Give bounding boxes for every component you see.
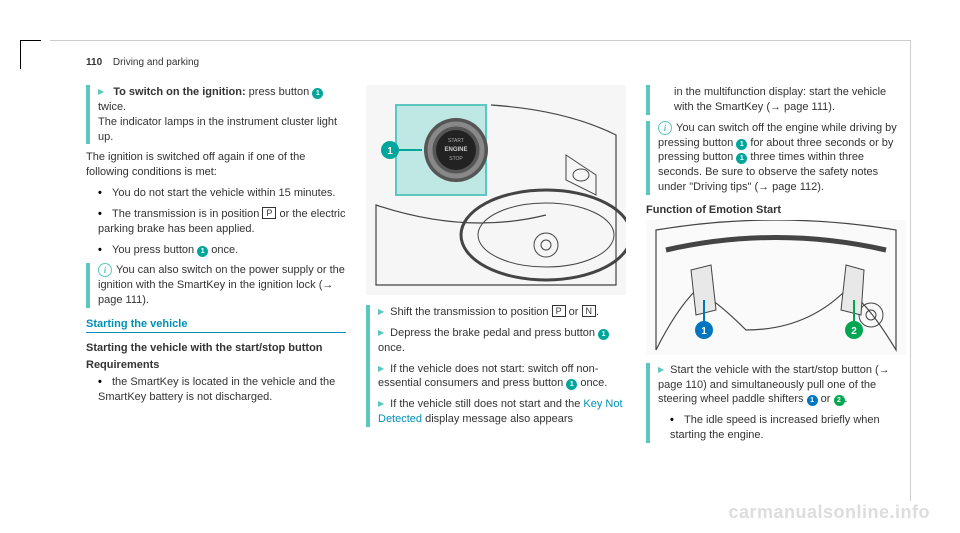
button-1-icon: 1	[566, 379, 577, 390]
gear-p-icon: P	[262, 207, 276, 219]
list-item: the SmartKey is located in the vehicle a…	[98, 375, 346, 405]
button-1-icon: 1	[312, 88, 323, 99]
page-container: 110 Driving and parking To switch on the…	[50, 40, 911, 501]
column-1: To switch on the ignition: press button …	[86, 85, 346, 495]
requirements-label: Requirements	[86, 358, 346, 373]
continuation-block: in the multifunction display: start the …	[646, 85, 906, 115]
sub-bullet-list: The idle speed is increased briefly when…	[658, 413, 906, 443]
ignition-on-block: To switch on the ignition: press button …	[86, 85, 346, 144]
emotion-start-steps: Start the vehicle with the start/stop bu…	[646, 363, 906, 443]
column-3: in the multifunction display: start the …	[646, 85, 906, 495]
ignition-off-intro: The ignition is switched off again if on…	[86, 150, 346, 180]
ignition-on-bold: To switch on the ignition:	[113, 86, 245, 98]
ignition-on-step: To switch on the ignition: press button …	[98, 85, 346, 144]
svg-text:ENGINE: ENGINE	[444, 147, 467, 153]
step: If the vehicle still does not start and …	[378, 397, 626, 427]
continuation-text: in the multifunction display: start the …	[658, 85, 906, 115]
engine-start-text: START	[448, 138, 464, 144]
info-text: iYou can switch off the engine while dri…	[658, 121, 906, 195]
page-header: 110 Driving and parking	[86, 57, 199, 68]
info-icon: i	[98, 263, 112, 277]
watermark: carmanualsonline.info	[728, 502, 930, 523]
paddle-2-icon: 2	[834, 395, 845, 406]
info-icon: i	[658, 121, 672, 135]
section-title: Starting the vehicle	[86, 318, 346, 333]
step: Shift the transmission to position P or …	[378, 305, 626, 320]
button-1-icon: 1	[197, 246, 208, 257]
step: Start the vehicle with the start/stop bu…	[658, 363, 906, 408]
ignition-on-rest: press button	[246, 86, 313, 98]
page-section: Driving and parking	[113, 57, 199, 68]
button-1-icon: 1	[598, 329, 609, 340]
paddle-1-icon: 1	[807, 395, 818, 406]
content-columns: To switch on the ignition: press button …	[86, 85, 906, 495]
button-1-icon: 1	[736, 153, 747, 164]
step: Depress the brake pedal and press button…	[378, 326, 626, 356]
svg-text:1: 1	[387, 146, 393, 157]
info-text: iYou can also switch on the power supply…	[98, 263, 346, 308]
subheading: Starting the vehicle with the start/stop…	[86, 341, 346, 356]
svg-text:1: 1	[701, 326, 707, 337]
button-1-icon: 1	[736, 139, 747, 150]
info-block: iYou can switch off the engine while dri…	[646, 121, 906, 195]
paddle-shifter-illustration: 1 2	[646, 220, 906, 355]
dashboard-illustration: START ENGINE STOP 1	[366, 85, 626, 295]
svg-text:2: 2	[851, 326, 857, 337]
subheading: Function of Emotion Start	[646, 203, 906, 218]
gear-p-icon: P	[552, 305, 566, 317]
list-item: The idle speed is increased briefly when…	[670, 413, 906, 443]
info-block: iYou can also switch on the power supply…	[86, 263, 346, 308]
column-2: START ENGINE STOP 1	[366, 85, 626, 495]
list-item: The transmission is in position P or the…	[98, 207, 346, 237]
gear-n-icon: N	[582, 305, 597, 317]
list-item: You press button 1 once.	[98, 243, 346, 258]
step: If the vehicle does not start: switch of…	[378, 362, 626, 392]
ignition-on-after: twice. The indicator lamps in the instru…	[98, 101, 337, 143]
svg-text:STOP: STOP	[449, 156, 463, 162]
page-corner-decoration	[20, 40, 41, 69]
ignition-off-list: You do not start the vehicle within 15 m…	[86, 186, 346, 257]
start-steps: Shift the transmission to position P or …	[366, 305, 626, 427]
page-number: 110	[86, 57, 102, 68]
requirements-list: the SmartKey is located in the vehicle a…	[86, 375, 346, 405]
list-item: You do not start the vehicle within 15 m…	[98, 186, 346, 201]
